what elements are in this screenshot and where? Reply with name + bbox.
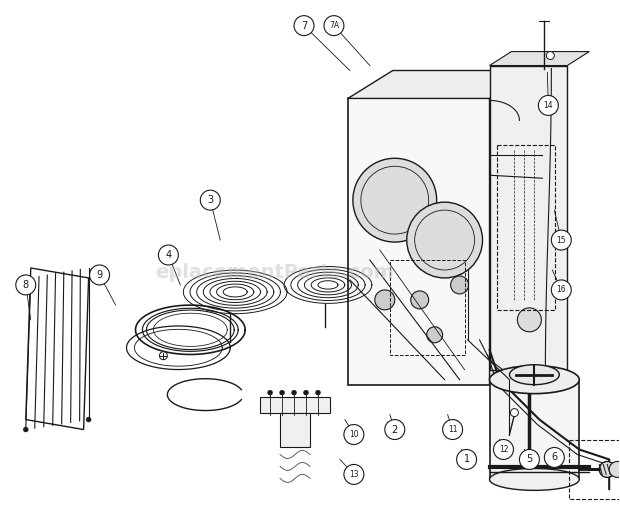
Polygon shape [490, 52, 589, 66]
Text: 4: 4 [166, 250, 172, 260]
Circle shape [200, 190, 220, 210]
Ellipse shape [490, 469, 579, 490]
Circle shape [24, 427, 29, 432]
Circle shape [407, 202, 482, 278]
Circle shape [609, 461, 620, 477]
Text: 15: 15 [557, 235, 566, 245]
Circle shape [344, 464, 364, 485]
Bar [280, 413, 310, 447]
Text: 9: 9 [97, 270, 103, 280]
Ellipse shape [510, 365, 559, 384]
Circle shape [451, 276, 469, 294]
Text: 3: 3 [207, 195, 213, 205]
Bar [260, 397, 330, 413]
Text: 10: 10 [349, 430, 359, 439]
Text: 2: 2 [392, 425, 398, 434]
Bar [497, 146, 556, 310]
Bar [490, 380, 579, 479]
Text: 7: 7 [301, 21, 307, 30]
Text: 7A: 7A [329, 21, 339, 30]
Text: 16: 16 [557, 285, 566, 295]
Text: 13: 13 [349, 470, 359, 479]
Circle shape [385, 420, 405, 440]
Text: 6: 6 [551, 453, 557, 462]
Text: 1: 1 [464, 455, 469, 464]
Circle shape [291, 390, 296, 395]
Text: 14: 14 [544, 101, 553, 110]
Circle shape [410, 291, 428, 309]
Circle shape [538, 95, 559, 116]
Circle shape [551, 280, 571, 300]
Text: 8: 8 [23, 280, 29, 290]
Circle shape [294, 15, 314, 36]
Circle shape [16, 275, 36, 295]
Circle shape [546, 52, 554, 59]
Circle shape [494, 440, 513, 459]
Circle shape [353, 158, 436, 242]
Ellipse shape [490, 366, 579, 394]
Text: eplacementParts.com: eplacementParts.com [156, 263, 394, 282]
Circle shape [344, 425, 364, 444]
Bar [520, 369, 539, 470]
Circle shape [518, 308, 541, 332]
Polygon shape [490, 71, 534, 384]
Polygon shape [26, 268, 89, 429]
Circle shape [268, 390, 273, 395]
Circle shape [158, 245, 179, 265]
Circle shape [544, 447, 564, 467]
Circle shape [456, 449, 477, 470]
Text: 5: 5 [526, 455, 533, 464]
Bar [390, 260, 464, 354]
Circle shape [280, 390, 285, 395]
Circle shape [90, 265, 110, 285]
Circle shape [86, 417, 91, 422]
Circle shape [510, 409, 518, 416]
Circle shape [316, 390, 321, 395]
Circle shape [551, 230, 571, 250]
Circle shape [375, 290, 395, 310]
Bar [490, 66, 567, 369]
Circle shape [159, 352, 167, 360]
Bar [348, 99, 490, 384]
Polygon shape [348, 71, 534, 99]
Circle shape [427, 327, 443, 343]
Bar [569, 440, 620, 499]
Circle shape [304, 390, 309, 395]
Text: 11: 11 [448, 425, 458, 434]
Text: 12: 12 [498, 445, 508, 454]
Circle shape [324, 15, 344, 36]
Circle shape [520, 449, 539, 470]
Circle shape [443, 420, 463, 440]
Circle shape [599, 461, 615, 477]
